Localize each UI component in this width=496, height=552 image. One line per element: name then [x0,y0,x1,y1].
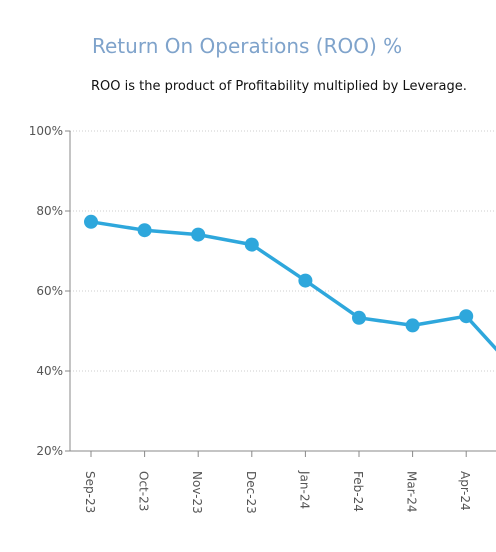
y-axis-ticks: 100% 80% 60% 40% 20% [29,124,63,458]
data-point [84,214,98,229]
data-point [137,223,152,238]
chart-subtitle: ROO is the product of Profitability mult… [91,79,467,94]
x-tick-label: Sep-23 [83,471,97,513]
y-tick-label: 20% [36,444,63,458]
data-point [191,227,206,242]
data-point [298,273,313,288]
data-point [244,237,259,252]
series-line [89,220,496,352]
grid-lines [70,130,496,372]
y-tick-label: 80% [36,204,63,218]
y-tick-label: 100% [29,124,63,138]
series-group [84,214,496,352]
chart-title: Return On Operations (ROO) % [92,34,403,58]
x-tick-label: Jan-24 [297,470,311,509]
data-point [352,310,366,325]
x-tick-label: Mar-24 [405,471,419,512]
data-point [459,309,474,324]
x-tick-label: Apr-24 [458,471,472,511]
x-tick-label: Oct-23 [137,471,151,511]
axes [65,130,496,457]
x-tick-label: Dec-23 [244,471,258,514]
x-tick-label: Nov-23 [190,471,204,514]
y-tick-label: 40% [36,364,63,378]
x-tick-label: Feb-24 [351,471,365,512]
data-point [405,318,420,333]
x-axis-ticks: Sep-23 Oct-23 Nov-23 Dec-23 Jan-24 Feb-24 Mar-… [83,470,472,514]
y-tick-label: 60% [36,284,63,298]
